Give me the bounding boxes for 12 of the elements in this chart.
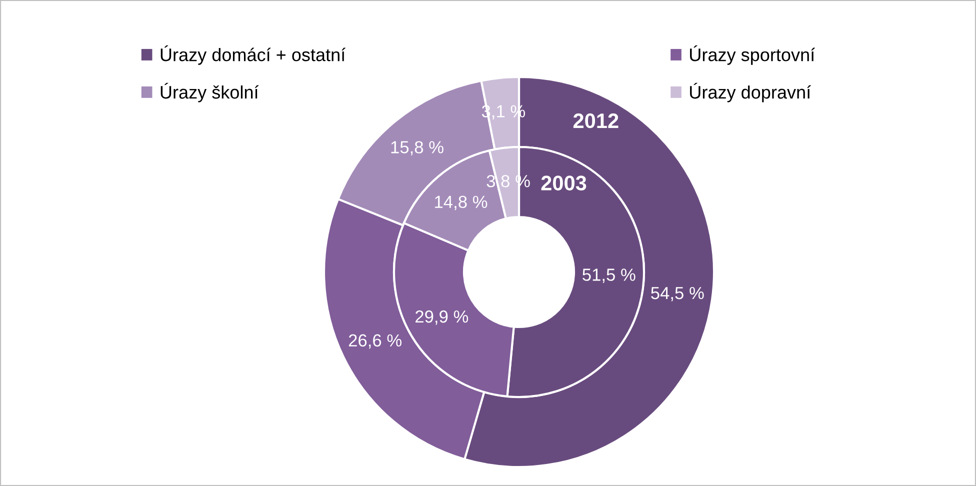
legend-label: Úrazy dopravní	[690, 82, 812, 102]
data-label: 15,8 %	[391, 141, 444, 156]
data-label: 54,5 %	[651, 286, 704, 302]
data-label: 51,5 %	[582, 268, 636, 283]
data-label: 29,9 %	[416, 310, 468, 325]
slice-label: 2003	[541, 176, 586, 190]
data-label: 14,8 %	[435, 196, 488, 210]
legend-label: Úrazy domácí + ostatní	[160, 45, 346, 65]
legend-label: Úrazy školní	[160, 82, 259, 102]
slice-label: 2012	[573, 113, 618, 128]
legend-label: Úrazy sportovní	[690, 45, 816, 65]
data-label: 26,6 %	[348, 334, 402, 349]
